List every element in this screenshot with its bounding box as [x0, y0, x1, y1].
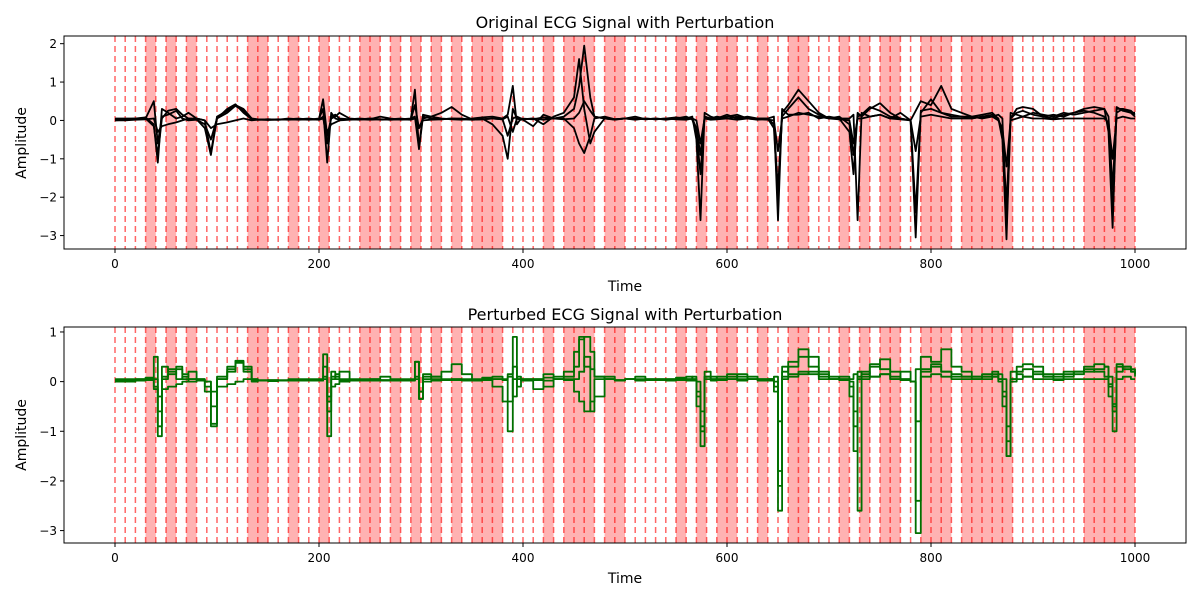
original-highlight-span [543, 36, 554, 249]
perturbed-x-tick-label: 0 [111, 551, 119, 565]
original-highlight-span [920, 36, 952, 249]
perturbed-highlight-span [288, 327, 299, 543]
perturbed-highlight-span [880, 327, 901, 543]
perturbed-x-tick-label: 800 [920, 551, 943, 565]
original-x-tick-label: 800 [920, 257, 943, 271]
perturbed-highlight-span [319, 327, 330, 543]
perturbed-ticks: 0 200 400 600 800 1000 −3 −2 −1 0 1 [39, 325, 1150, 565]
perturbed-highlight-span [410, 327, 421, 543]
perturbed-highlight-span [390, 327, 401, 543]
original-highlight-span [390, 36, 401, 249]
original-y-tick-label: −1 [39, 152, 57, 166]
perturbed-highlight-span [839, 327, 850, 543]
perturbed-highlight-span [788, 327, 809, 543]
perturbed-series-line-4 [115, 355, 1135, 443]
original-highlight-span [757, 36, 768, 249]
original-y-tick-label: 2 [49, 37, 57, 51]
perturbed-axes-frame [63, 326, 1187, 544]
original-y-tick-label: 1 [49, 76, 57, 90]
perturbed-chart-title: Perturbed ECG Signal with Perturbation [468, 305, 783, 324]
original-x-axis-label: Time [607, 279, 642, 295]
perturbed-highlight-span [757, 327, 768, 543]
original-y-tick-label: −2 [39, 191, 57, 205]
original-highlight-span [186, 36, 197, 249]
original-highlight-span [880, 36, 901, 249]
perturbed-highlight-span [859, 327, 870, 543]
perturbed-x-axis-label: Time [607, 571, 642, 587]
perturbed-highlight-span [920, 327, 952, 543]
original-x-tick-label: 200 [308, 257, 331, 271]
original-highlight-span [247, 36, 268, 249]
original-highlight-span [839, 36, 850, 249]
original-highlight-span [451, 36, 462, 249]
perturbed-highlight-span [961, 327, 1013, 543]
original-highlight-span [431, 36, 442, 249]
original-series-line-4 [115, 100, 1135, 168]
perturbed-y-tick-label: −2 [39, 474, 57, 488]
original-highlight-span [604, 36, 625, 249]
perturbed-y-tick-label: −1 [39, 425, 57, 439]
original-highlight-span [472, 36, 503, 249]
perturbed-y-tick-label: 0 [49, 375, 57, 389]
perturbed-x-tick-label: 1000 [1120, 551, 1151, 565]
original-highlight-span [319, 36, 330, 249]
original-highlight-span [716, 36, 738, 249]
original-x-tick-label: 1000 [1120, 257, 1151, 271]
original-highlight-span [859, 36, 870, 249]
perturbed-highlight-span [676, 327, 687, 543]
perturbed-y-tick-label: 1 [49, 325, 57, 339]
original-y-tick-label: 0 [49, 114, 57, 128]
original-x-tick-label: 600 [716, 257, 739, 271]
perturbed-highlight-span [696, 327, 707, 543]
original-axes-frame [63, 35, 1187, 250]
original-highlight-span [410, 36, 421, 249]
perturbed-highlight-span [431, 327, 442, 543]
perturbed-highlight-span [451, 327, 462, 543]
original-highlight-span [359, 36, 381, 249]
perturbed-plot-area [114, 327, 1136, 543]
original-x-tick-label: 0 [111, 257, 119, 271]
original-ticks: 0 200 400 600 800 1000 −3 −2 −1 0 1 2 [39, 37, 1150, 271]
original-ecg-chart: Original ECG Signal with Perturbation 0 2… [14, 13, 1187, 295]
perturbed-x-tick-label: 400 [512, 551, 535, 565]
perturbed-x-tick-label: 200 [308, 551, 331, 565]
perturbed-y-tick-label: −3 [39, 524, 57, 538]
original-y-tick-label: −3 [39, 229, 57, 243]
perturbed-highlight-span [543, 327, 554, 543]
original-x-tick-label: 400 [512, 257, 535, 271]
original-plot-area [114, 36, 1136, 249]
perturbed-x-tick-label: 600 [716, 551, 739, 565]
original-highlight-span [288, 36, 299, 249]
perturbed-highlight-span [186, 327, 197, 543]
perturbed-highlight-span [1084, 327, 1135, 543]
original-highlight-span [145, 36, 156, 249]
perturbed-ecg-chart: Perturbed ECG Signal with Perturbation 0… [14, 305, 1187, 587]
perturbed-highlight-span [145, 327, 156, 543]
original-highlight-span [676, 36, 687, 249]
perturbed-highlight-span [472, 327, 503, 543]
original-highlight-span [166, 36, 177, 249]
perturbed-y-axis-label: Amplitude [14, 399, 30, 471]
original-highlight-span [788, 36, 809, 249]
original-chart-title: Original ECG Signal with Perturbation [476, 13, 775, 32]
perturbed-highlight-span [166, 327, 177, 543]
original-y-axis-label: Amplitude [14, 107, 30, 179]
